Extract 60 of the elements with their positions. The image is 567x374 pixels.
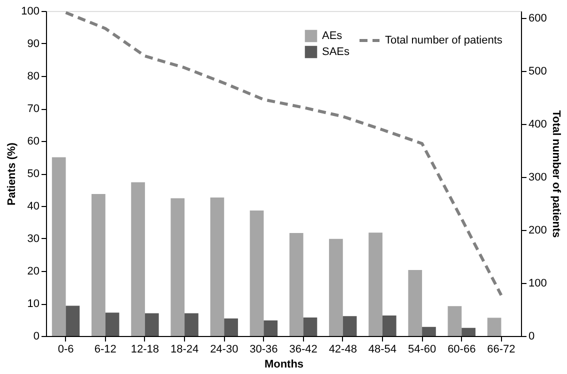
x-tick-label: 12-18 [130,344,160,356]
bar [170,198,185,336]
legend-label: Total number of patients [385,34,503,46]
y-tick-label: 60 [27,136,40,148]
x-tick-label: 42-48 [328,344,357,356]
bar [66,306,80,336]
x-tick-label: 60-66 [448,344,476,356]
legend-label: SAEs [322,46,350,58]
line-series [64,11,503,297]
bar [382,316,396,336]
y-tick-label: 20 [27,266,40,278]
bar [210,198,224,336]
x-tick-label: 48-54 [368,344,397,356]
bar [303,317,318,336]
bar [184,313,198,336]
bar [52,157,66,336]
bar [250,210,264,336]
legend-label: AEs [322,30,343,42]
y2-tick-label: 0 [528,330,535,342]
y-tick-label: 70 [27,103,40,115]
y2-axis-title: Total number of patients [550,110,562,238]
x-tick-label: 66-72 [487,344,516,356]
x-tick-label: 36-42 [289,344,318,356]
bar [329,238,343,336]
bar [342,316,357,336]
y-tick-label: 10 [27,298,40,310]
x-tick-label: 24-30 [210,344,238,356]
bar [422,326,436,336]
y-tick-label: 90 [27,38,40,50]
y2-tick-label: 400 [528,118,547,130]
bar [487,318,502,336]
y2-tick-label: 200 [528,224,547,236]
x-tick-label: 0-6 [58,344,74,356]
x-axis-title: Months [264,358,304,370]
x-tick-label: 18-24 [170,344,199,356]
y-tick-label: 30 [27,233,40,245]
y-axis-title: Patients (%) [6,142,18,206]
x-tick-label: 6-12 [94,344,116,356]
bar [92,194,106,336]
bar [224,318,238,336]
y2-tick-label: 300 [528,171,547,184]
y-tick-label: 50 [27,168,40,180]
y2-tick-label: 100 [528,277,547,290]
y-tick-label: 80 [27,70,40,82]
bar [131,182,145,336]
bar [408,270,422,336]
bar [144,313,159,336]
y-tick-label: 100 [21,6,40,18]
bar [448,306,462,336]
y2-tick-label: 600 [528,12,547,24]
bar [368,232,382,336]
bar [462,328,476,336]
x-tick-label: 54-60 [408,344,436,356]
bar [264,320,278,336]
bar [289,232,304,336]
x-tick-label: 30-36 [250,344,278,356]
y-tick-label: 40 [27,200,40,212]
y2-tick-label: 500 [528,65,547,78]
y-tick-label: 0 [33,330,40,342]
bar [105,312,120,336]
